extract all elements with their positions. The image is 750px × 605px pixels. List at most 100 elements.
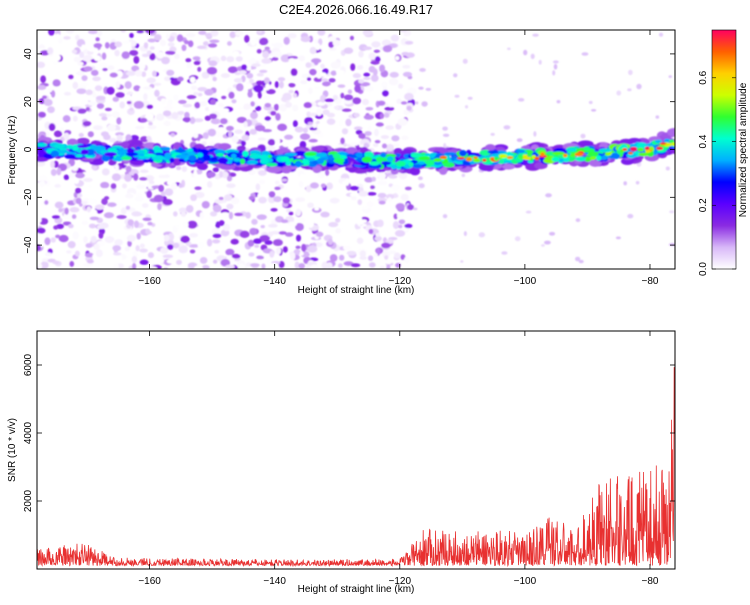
heatmap-cell: [545, 193, 552, 198]
heatmap-cell: [210, 211, 218, 217]
heatmap-cell: [659, 142, 667, 145]
heatmap-cell: [374, 235, 382, 242]
heatmap-cell: [378, 200, 386, 205]
heatmap-cell: [176, 34, 184, 42]
heatmap-cell: [343, 94, 354, 101]
heatmap-cell: [368, 255, 374, 262]
heatmap-cell: [234, 129, 244, 135]
heatmap-cell: [316, 73, 322, 79]
heatmap-cell: [364, 151, 374, 159]
heatmap-cell: [77, 61, 84, 66]
heatmap-cell: [74, 250, 80, 257]
heatmap-cell: [396, 98, 402, 104]
heatmap-cell: [255, 80, 264, 86]
spectrogram-y-tick-label: 20: [23, 96, 34, 108]
heatmap-cell: [84, 228, 92, 235]
heatmap-cell: [322, 81, 331, 87]
heatmap-cell: [552, 60, 559, 64]
heatmap-cell: [188, 155, 197, 162]
heatmap-cell: [250, 111, 258, 120]
heatmap-cell: [133, 212, 143, 217]
spectrogram-x-tick-label: −80: [641, 276, 658, 287]
heatmap-cell: [644, 146, 650, 151]
heatmap-cell: [382, 45, 393, 53]
heatmap-cell: [160, 39, 167, 47]
heatmap-cell: [52, 260, 60, 265]
heatmap-cell: [354, 126, 363, 131]
heatmap-cell: [280, 219, 289, 223]
heatmap-cell: [268, 195, 276, 204]
heatmap-cell: [615, 236, 621, 240]
heatmap-cell: [196, 45, 207, 50]
heatmap-cell: [402, 71, 413, 77]
heatmap-cell: [71, 166, 79, 171]
heatmap-cell: [104, 236, 115, 244]
heatmap-cell: [176, 259, 182, 265]
heatmap-cell: [214, 149, 226, 155]
heatmap-cell: [226, 203, 234, 210]
heatmap-cell: [360, 219, 368, 223]
heatmap-cell: [259, 179, 266, 185]
heatmap-cell: [368, 228, 374, 235]
heatmap-cell: [174, 148, 186, 153]
heatmap-cell: [316, 93, 322, 99]
heatmap-cell: [315, 108, 323, 117]
heatmap-cell: [317, 101, 326, 106]
heatmap-cell: [199, 256, 208, 264]
heatmap-cell: [146, 190, 152, 199]
heatmap-cell: [196, 152, 204, 158]
heatmap-cell: [575, 218, 581, 223]
heatmap-cell: [556, 100, 561, 104]
heatmap-cell: [185, 58, 192, 63]
heatmap-cell: [154, 34, 162, 41]
snr-x-tick-label: −80: [641, 576, 658, 587]
heatmap-cell: [94, 204, 105, 210]
heatmap-cell: [232, 50, 240, 56]
snr-frame: [36, 330, 676, 570]
heatmap-cell: [198, 101, 208, 107]
heatmap-cell: [282, 142, 290, 148]
heatmap-cell: [261, 150, 271, 156]
heatmap-cell: [170, 182, 178, 191]
heatmap-cell: [106, 86, 115, 95]
heatmap-cell: [225, 248, 235, 256]
heatmap-cell: [328, 221, 339, 228]
heatmap-cell: [356, 65, 364, 70]
heatmap-cell: [152, 212, 162, 216]
heatmap-cell: [58, 234, 69, 243]
heatmap-cell: [637, 147, 644, 152]
heatmap-cell: [265, 162, 278, 167]
heatmap-cell: [358, 79, 365, 84]
heatmap-cell: [384, 106, 395, 111]
heatmap-cell: [151, 155, 165, 161]
heatmap-cell: [328, 154, 334, 161]
heatmap-cell: [292, 120, 298, 128]
heatmap-cell: [274, 180, 280, 185]
heatmap-cell: [309, 127, 318, 131]
heatmap-cell: [37, 84, 47, 91]
heatmap-cell: [308, 87, 313, 95]
heatmap-cell: [158, 184, 165, 193]
heatmap-cell: [338, 118, 344, 127]
heatmap-cell: [287, 221, 297, 227]
heatmap-cell: [189, 76, 196, 84]
heatmap-cell: [295, 197, 306, 202]
heatmap-cell: [333, 105, 340, 110]
heatmap-cell: [101, 154, 111, 162]
heatmap-cell: [295, 208, 302, 217]
heatmap-cell: [317, 171, 326, 179]
heatmap-cell: [287, 33, 297, 39]
heatmap-cell: [272, 56, 279, 61]
heatmap-cell: [290, 68, 298, 77]
heatmap-cell: [110, 183, 117, 190]
heatmap-cell: [217, 106, 224, 113]
heatmap-cell: [87, 101, 97, 106]
heatmap-cell: [241, 134, 250, 142]
heatmap-cell: [267, 231, 273, 238]
heatmap-cell: [120, 207, 127, 215]
heatmap-cell: [101, 52, 107, 60]
snr-background: [37, 331, 675, 569]
heatmap-cell: [81, 44, 86, 51]
heatmap-cell: [418, 86, 424, 90]
heatmap-cell: [328, 78, 336, 83]
